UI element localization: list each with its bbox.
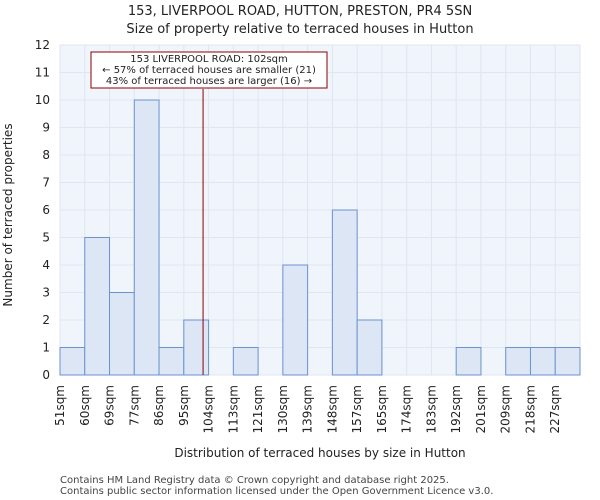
x-tick-label-51sqm: 51sqm	[53, 385, 67, 426]
y-tick-label-5: 5	[42, 231, 50, 245]
bar-157sqm	[356, 319, 383, 376]
bars	[59, 99, 581, 376]
x-ticks: 51sqm 60sqm 69sqm 77sqm 86sqm 95sqm 104sqm 113s…	[53, 385, 562, 433]
y-tick-label-12: 12	[35, 38, 50, 52]
bar-192sqm	[455, 347, 482, 376]
annotation-line-3: 43% of terraced houses are larger (16) →	[106, 76, 312, 87]
x-tick-label-209sqm: 209sqm	[499, 385, 513, 433]
y-axis-label: Number of terraced properties	[1, 123, 15, 306]
bar-86sqm	[158, 347, 185, 376]
x-tick-label-165sqm: 165sqm	[375, 385, 389, 433]
x-axis-label: Distribution of terraced houses by size …	[174, 446, 465, 460]
y-tick-label-10: 10	[35, 93, 50, 107]
x-tick-label-95sqm: 95sqm	[177, 385, 191, 426]
chart-title: 153, LIVERPOOL ROAD, HUTTON, PRESTON, PR…	[128, 4, 472, 19]
x-tick-label-130sqm: 130sqm	[276, 385, 290, 433]
x-tick-label-69sqm: 69sqm	[103, 385, 117, 426]
bar-113sqm	[232, 347, 259, 376]
x-tick-label-148sqm: 148sqm	[325, 385, 339, 433]
bar-60sqm	[84, 237, 111, 376]
y-tick-label-11: 11	[35, 66, 50, 80]
bar-209sqm	[505, 347, 531, 376]
chart-subtitle: Size of property relative to terraced ho…	[126, 22, 473, 37]
x-tick-label-227sqm: 227sqm	[548, 385, 562, 433]
footer-line-2: Contains public sector information licen…	[60, 486, 493, 497]
annotation-border	[90, 51, 328, 89]
bar-148sqm	[331, 209, 358, 376]
x-tick-label-121sqm: 121sqm	[251, 385, 265, 433]
y-tick-label-7: 7	[42, 176, 50, 190]
x-tick-label-113sqm: 113sqm	[226, 385, 240, 433]
y-tick-label-3: 3	[42, 286, 50, 300]
y-tick-label-2: 2	[42, 313, 50, 327]
x-tick-label-218sqm: 218sqm	[523, 385, 537, 433]
x-tick-label-60sqm: 60sqm	[78, 385, 92, 426]
annotation-line-2: ← 57% of terraced houses are smaller (21…	[102, 65, 316, 76]
x-tick-label-77sqm: 77sqm	[127, 385, 141, 426]
bar-69sqm	[109, 292, 135, 376]
y-tick-label-8: 8	[42, 148, 50, 162]
x-tick-label-192sqm: 192sqm	[449, 385, 463, 433]
y-tick-label-4: 4	[42, 258, 50, 272]
bar-130sqm	[282, 264, 309, 376]
x-tick-label-104sqm: 104sqm	[202, 385, 216, 433]
x-tick-label-201sqm: 201sqm	[474, 385, 488, 433]
y-tick-label-9: 9	[42, 121, 50, 135]
footer-line-1: Contains HM Land Registry data © Crown c…	[60, 475, 449, 486]
bar-95sqm	[183, 319, 210, 376]
y-tick-label-0: 0	[42, 368, 50, 382]
x-tick-label-139sqm: 139sqm	[301, 385, 315, 433]
x-tick-label-183sqm: 183sqm	[424, 385, 438, 433]
x-tick-label-157sqm: 157sqm	[350, 385, 364, 433]
bar-77sqm	[133, 99, 160, 376]
annotation-line-1: 153 LIVERPOOL ROAD: 102sqm	[130, 54, 288, 65]
bar-227sqm	[554, 347, 581, 376]
bar-51sqm	[59, 347, 86, 376]
y-tick-label-1: 1	[42, 341, 50, 355]
bar-218sqm	[529, 347, 556, 376]
y-tick-label-6: 6	[42, 203, 50, 217]
annotation-box: 153 LIVERPOOL ROAD: 102sqm ← 57% of terr…	[90, 51, 328, 89]
x-tick-label-86sqm: 86sqm	[152, 385, 166, 426]
x-tick-label-174sqm: 174sqm	[400, 385, 414, 433]
